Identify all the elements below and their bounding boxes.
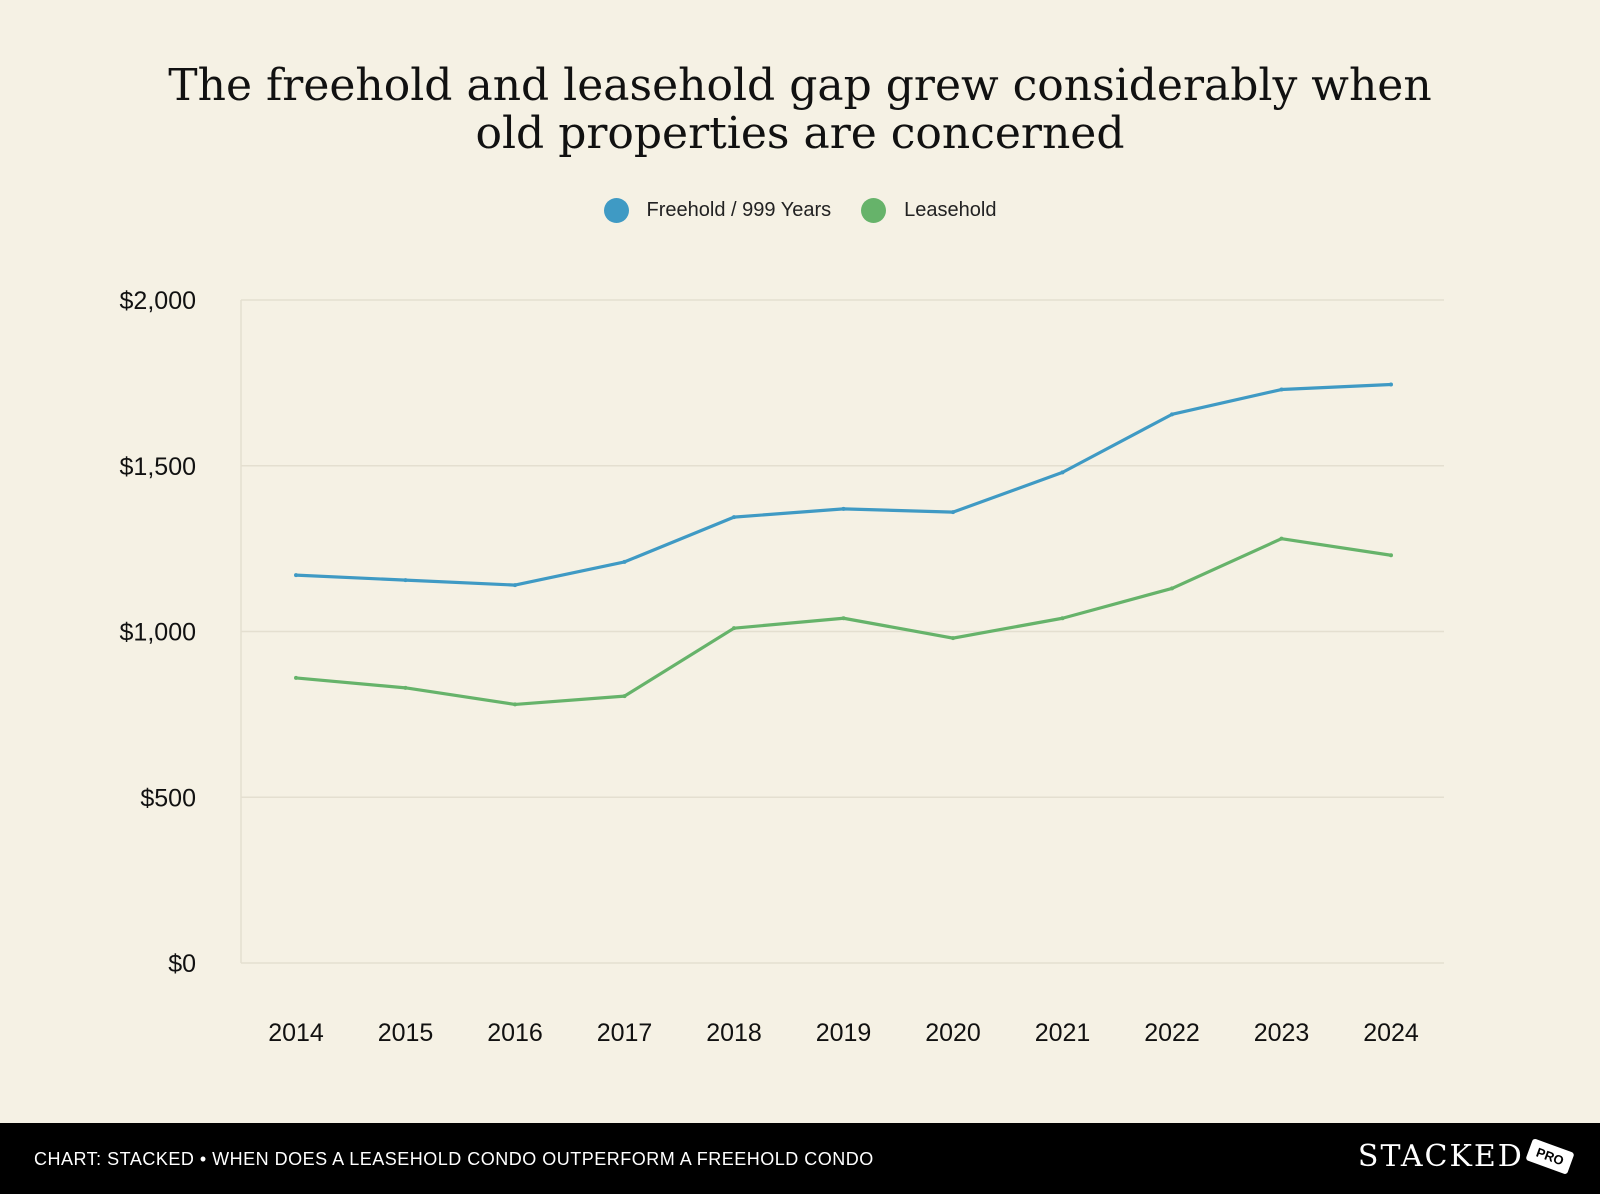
line-chart: $0 $500 $1,000 $1,500 $2,000 2014 2015 2016 2017… [120,287,1444,1047]
data-point-freehold [841,506,846,511]
data-point-leasehold [841,616,846,621]
series-line-freehold [294,382,1393,587]
y-tick-label: $1,000 [120,619,196,647]
x-tick-label: 2015 [378,1019,434,1047]
data-point-leasehold [513,702,517,707]
data-point-freehold [1279,387,1284,392]
data-point-freehold [1389,382,1393,387]
data-point-leasehold [951,636,955,641]
data-point-freehold [951,510,955,515]
logo-pro-badge: PRO [1525,1138,1575,1175]
data-point-freehold [1060,470,1065,475]
data-point-leasehold [403,685,408,690]
data-point-freehold [622,559,627,564]
x-tick-label: 2024 [1363,1019,1419,1047]
legend-swatch-freehold [603,198,629,223]
data-point-leasehold [622,694,627,699]
x-tick-label: 2018 [706,1019,762,1047]
data-point-freehold [732,515,736,520]
data-point-leasehold [732,626,736,631]
x-tick-label: 2023 [1254,1019,1310,1047]
x-tick-label: 2014 [268,1019,324,1047]
x-tick-label: 2019 [816,1019,872,1047]
x-tick-label: 2020 [925,1019,981,1047]
data-point-leasehold [294,675,298,680]
data-point-freehold [1170,412,1174,417]
data-point-freehold [513,583,517,588]
legend-label-leasehold: Leasehold [904,199,997,221]
data-point-freehold [403,578,408,583]
chart-title-line-2: old properties are concerned [475,108,1125,159]
chart-title-line-1: The freehold and leasehold gap grew cons… [168,60,1432,111]
legend-item-freehold[interactable]: Freehold / 999 Years [603,198,832,223]
footer: CHART: STACKED • WHEN DOES A LEASEHOLD C… [0,1123,1600,1194]
chart-title: The freehold and leasehold gap grew cons… [0,62,1600,158]
data-point-leasehold [1170,586,1174,591]
legend-swatch-leasehold [861,198,887,223]
x-tick-label: 2017 [597,1019,653,1047]
data-point-freehold [294,573,298,578]
x-tick-label: 2016 [487,1019,543,1047]
legend-label-freehold: Freehold / 999 Years [646,199,832,221]
legend: Freehold / 999 Years Leasehold [0,198,1600,223]
y-tick-label: $1,500 [120,453,196,481]
y-tick-label: $500 [140,784,196,812]
y-tick-label: $0 [168,950,196,978]
footer-caption: CHART: STACKED • WHEN DOES A LEASEHOLD C… [34,1149,874,1169]
data-point-leasehold [1389,553,1393,558]
data-point-leasehold [1060,616,1065,621]
y-tick-label: $2,000 [120,287,196,315]
x-tick-label: 2021 [1035,1019,1091,1047]
x-tick-label: 2022 [1144,1019,1200,1047]
logo-text: STACKED [1357,1139,1524,1174]
legend-item-leasehold[interactable]: Leasehold [861,198,996,223]
stacked-logo[interactable]: STACKED PRO [1357,1138,1575,1175]
series-line-leasehold [294,537,1393,707]
data-point-leasehold [1279,536,1284,541]
